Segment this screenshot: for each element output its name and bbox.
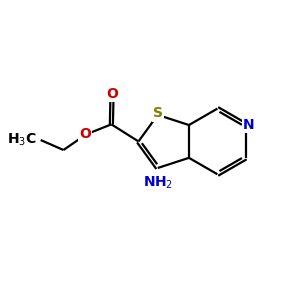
Text: O: O [79,127,91,141]
Text: H$_3$C: H$_3$C [7,132,36,148]
Text: O: O [106,87,118,101]
Text: S: S [153,106,163,121]
Text: NH$_2$: NH$_2$ [143,175,173,191]
Text: N: N [243,118,254,132]
